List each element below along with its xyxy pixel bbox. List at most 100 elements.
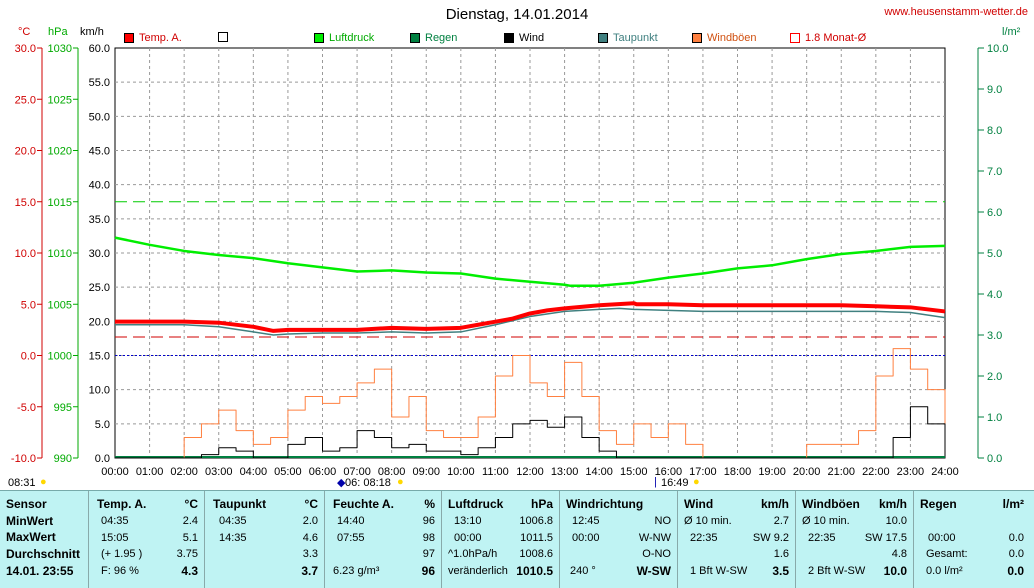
x-tick-label: 14:00 bbox=[585, 466, 613, 476]
stats-panel: Sensor MinWert MaxWert Durchschnitt 14.0… bbox=[0, 490, 1034, 588]
wind-tick-label: 55.0 bbox=[89, 77, 110, 89]
stats-col-sensor: Sensor MinWert MaxWert Durchschnitt 14.0… bbox=[0, 491, 88, 588]
pressure-tick-label: 1015 bbox=[48, 197, 72, 209]
legend-item: Temp. A. bbox=[124, 32, 182, 44]
wind-tick-label: 0.0 bbox=[95, 453, 110, 465]
wind-unit-label: km/h bbox=[760, 497, 789, 511]
legend-label: Windböen bbox=[707, 32, 757, 44]
gust-unit-label: km/h bbox=[878, 497, 907, 511]
x-tick-label: 19:00 bbox=[758, 466, 786, 476]
rain-tick-label: 1.0 bbox=[987, 412, 1002, 424]
rain-tick-label: 9.0 bbox=[987, 84, 1002, 96]
temp-cur-value: 4.3 bbox=[181, 564, 198, 578]
x-tick-label: 01:00 bbox=[136, 466, 164, 476]
rain-total-value: 0.0 bbox=[1008, 548, 1024, 560]
wind-tick-label: 30.0 bbox=[89, 248, 110, 260]
hum-cur-value: 96 bbox=[421, 564, 435, 578]
legend-item: Regen bbox=[410, 32, 457, 44]
pressure-unit: hPa bbox=[48, 26, 68, 38]
dew-max-time: 14:35 bbox=[219, 532, 247, 544]
temp-max-time: 15:05 bbox=[101, 532, 129, 544]
wind-unit: km/h bbox=[80, 26, 104, 38]
legend-item: Taupunkt bbox=[598, 32, 658, 44]
legend-label: Luftdruck bbox=[329, 32, 375, 44]
wind-tick-label: 40.0 bbox=[89, 180, 110, 192]
hum-cur-absolute: 6.23 g/m³ bbox=[333, 565, 380, 577]
stats-col-gust: Windböen km/h Ø 10 min. 10.0 22:35 SW 17… bbox=[795, 491, 913, 588]
x-tick-label: 03:00 bbox=[205, 466, 233, 476]
x-tick-label: 21:00 bbox=[827, 466, 855, 476]
temp-tick-label: -5.0 bbox=[17, 402, 36, 414]
rain-tick-label: 6.0 bbox=[987, 207, 1002, 219]
temp-tick-label: -10.0 bbox=[11, 453, 36, 465]
sun-row: 08:31 ● ◆ 06: 08:18 ● | 16:49 ● bbox=[0, 476, 1034, 490]
legend-swatch bbox=[504, 33, 514, 43]
pressure-tick-label: 990 bbox=[54, 453, 72, 465]
rain-tick-label: 10.0 bbox=[987, 43, 1008, 55]
chart-grid bbox=[114, 47, 946, 459]
rain-tick-label: 3.0 bbox=[987, 330, 1002, 342]
gust-max-value: SW 17.5 bbox=[864, 532, 907, 544]
wind-max-time: 22:35 bbox=[690, 532, 718, 544]
pressure-tick-label: 1025 bbox=[48, 94, 72, 106]
x-tick-label: 17:00 bbox=[689, 466, 717, 476]
legend-label: Regen bbox=[425, 32, 458, 44]
wind-header: Wind bbox=[684, 497, 714, 511]
hum-unit-label: % bbox=[424, 497, 435, 511]
site-link[interactable]: www.heusenstamm-wetter.de bbox=[884, 6, 1028, 18]
sunrise-label: 08:31 bbox=[8, 477, 36, 489]
dew-min-value: 2.0 bbox=[302, 515, 318, 527]
series-wind bbox=[115, 406, 946, 459]
press-max-time: 00:00 bbox=[454, 532, 482, 544]
x-tick-label: 08:00 bbox=[378, 466, 406, 476]
temp-header: Temp. A. bbox=[97, 497, 147, 511]
legend-item: Windböen bbox=[692, 32, 757, 44]
dir-cur-degrees: 240 ° bbox=[570, 565, 596, 577]
temp-min-time: 04:35 bbox=[101, 515, 129, 527]
temp-min-value: 2.4 bbox=[182, 515, 198, 527]
series-windb-en bbox=[115, 348, 946, 459]
dew-max-value: 4.6 bbox=[302, 532, 318, 544]
pressure-tick-label: 995 bbox=[54, 402, 72, 414]
legend-swatch bbox=[314, 33, 324, 43]
dew-header: Taupunkt bbox=[213, 497, 267, 511]
dir-max-time: 00:00 bbox=[572, 532, 600, 544]
legend-item: Wind bbox=[504, 32, 544, 44]
chart-series bbox=[114, 236, 946, 459]
legend-swatch bbox=[692, 33, 702, 43]
moon-icon: ◆ bbox=[337, 477, 346, 489]
series-luftdruck bbox=[114, 236, 946, 288]
stats-col-wind: Wind km/h Ø 10 min. 2.7 22:35 SW 9.2 1.6… bbox=[677, 491, 795, 588]
gust-min-label: Ø 10 min. bbox=[802, 515, 850, 527]
dew-unit-label: °C bbox=[304, 497, 318, 511]
temp-tick-label: 10.0 bbox=[15, 248, 36, 260]
x-tick-label: 12:00 bbox=[516, 466, 544, 476]
wind-tick-label: 15.0 bbox=[89, 351, 110, 363]
rain-cur-text: 0.0 l/m² bbox=[926, 565, 963, 577]
sensor-min: MinWert bbox=[6, 514, 54, 528]
temp-tick-label: 25.0 bbox=[15, 94, 36, 106]
stats-col-rain: Regen l/m² 00:00 0.0 Gesamt: 0.0 0.0 l/m… bbox=[913, 491, 1030, 588]
sunset-label: 16:49 bbox=[661, 477, 689, 489]
temp-tick-label: 30.0 bbox=[15, 43, 36, 55]
x-tick-label: 11:00 bbox=[482, 466, 509, 476]
legend-item: Luftdruck bbox=[314, 32, 374, 44]
chart-title: Dienstag, 14.01.2014 bbox=[445, 6, 589, 23]
x-tick-label: 10:00 bbox=[447, 466, 475, 476]
temp-unit-label: °C bbox=[184, 497, 198, 511]
temp-tick-label: 15.0 bbox=[15, 197, 36, 209]
rain-tick-label: 7.0 bbox=[987, 166, 1002, 178]
legend-item bbox=[218, 32, 233, 42]
x-tick-label: 02:00 bbox=[170, 466, 198, 476]
sensor-max: MaxWert bbox=[6, 530, 56, 544]
press-header: Luftdruck bbox=[448, 497, 504, 511]
stats-col-dew: Taupunkt °C 04:35 2.0 14:35 4.6 3.3 3.7 bbox=[204, 491, 324, 588]
legend-label: Wind bbox=[519, 32, 545, 44]
pressure-tick-label: 1030 bbox=[48, 43, 72, 55]
wind-tick-label: 25.0 bbox=[89, 282, 110, 294]
temp-max-value: 5.1 bbox=[182, 532, 198, 544]
dew-cur-value: 3.7 bbox=[301, 564, 318, 578]
x-tick-label: 22:00 bbox=[862, 466, 890, 476]
x-tick-label: 18:00 bbox=[724, 466, 752, 476]
rain-tick-label: 0.0 bbox=[987, 453, 1002, 465]
